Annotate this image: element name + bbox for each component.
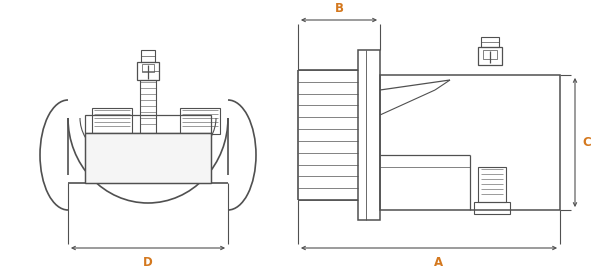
Bar — [358, 50, 380, 220]
Bar — [140, 80, 156, 136]
Bar — [481, 37, 499, 47]
Bar — [141, 50, 155, 62]
Bar — [85, 133, 211, 183]
Bar — [137, 62, 159, 80]
Bar — [85, 115, 211, 133]
Bar — [142, 64, 154, 72]
Bar — [478, 47, 502, 65]
Bar — [380, 75, 560, 210]
Bar — [133, 164, 163, 176]
Bar — [138, 136, 158, 166]
Bar — [180, 108, 220, 134]
Bar — [85, 133, 211, 183]
Text: A: A — [434, 255, 443, 268]
Bar — [483, 50, 497, 59]
Text: C: C — [583, 136, 592, 148]
Bar — [478, 167, 506, 202]
Text: B: B — [335, 2, 343, 15]
Bar — [92, 108, 132, 134]
Text: D: D — [143, 255, 153, 268]
Bar — [474, 202, 510, 214]
